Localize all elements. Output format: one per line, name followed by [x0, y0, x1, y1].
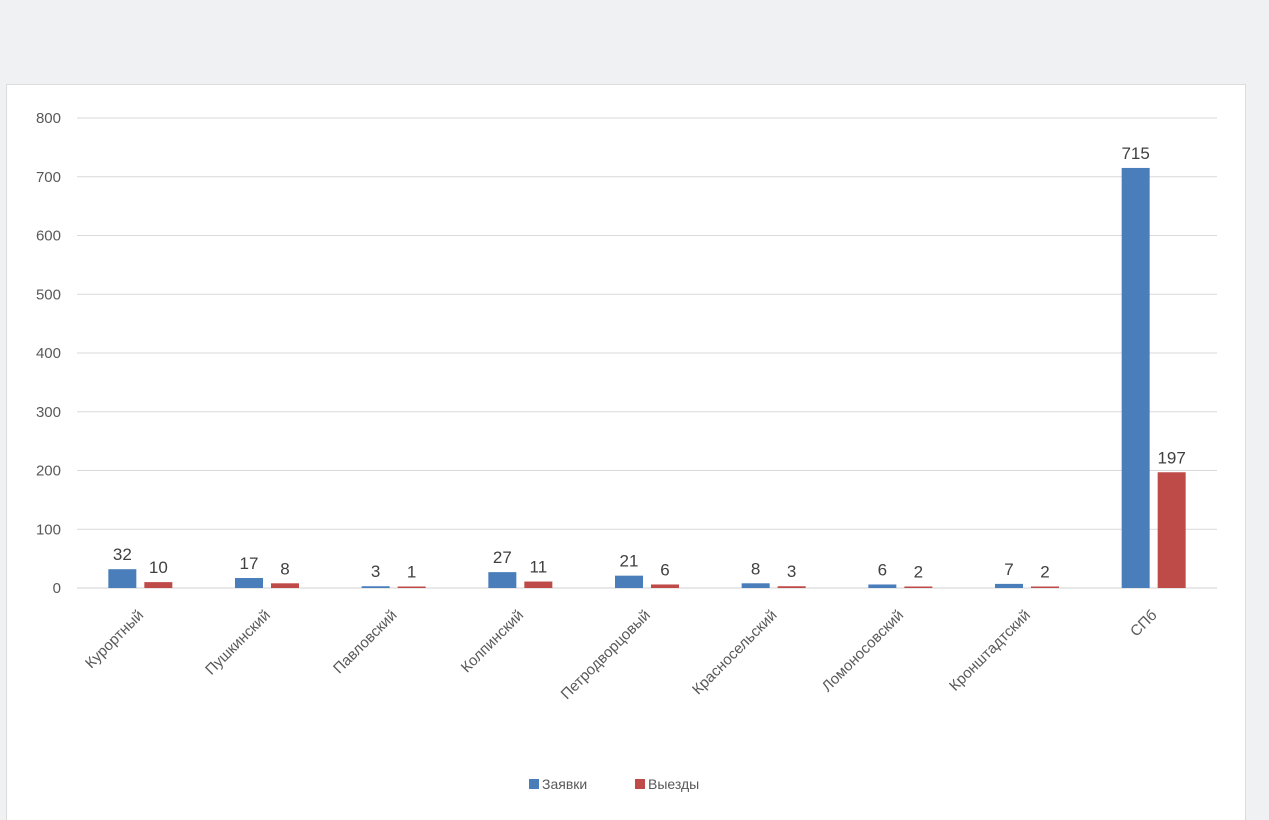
- y-tick-label: 100: [36, 521, 61, 538]
- y-tick-label: 400: [36, 345, 61, 362]
- legend-swatch: [529, 779, 539, 789]
- chart-panel: 0 100 200 300 400 500 600 700 800 32 10 17 8 3 1 27 11 2…: [6, 84, 1246, 820]
- data-label: 6: [878, 560, 887, 579]
- data-label: 2: [1040, 563, 1049, 582]
- legend: Заявки Выезды: [529, 776, 699, 792]
- y-tick-label: 500: [36, 286, 61, 303]
- x-tick-label: Кронштадтский: [946, 607, 1034, 695]
- data-label: 3: [787, 562, 796, 581]
- data-label: 17: [240, 554, 259, 573]
- bar-vyezdy: [271, 583, 299, 588]
- legend-swatch: [635, 779, 645, 789]
- data-label: 715: [1121, 144, 1149, 163]
- data-label: 11: [530, 558, 548, 577]
- data-label: 10: [149, 558, 168, 577]
- y-tick-label: 200: [36, 463, 61, 480]
- legend-label: Заявки: [542, 776, 587, 792]
- bar-vyezdy: [777, 586, 806, 588]
- x-tick-label: Пушкинский: [202, 607, 274, 679]
- data-label: 2: [914, 563, 923, 582]
- bar-vyezdy: [904, 586, 933, 588]
- legend-label: Выезды: [648, 776, 699, 792]
- bar-zayavki: [488, 572, 517, 588]
- data-label: 6: [660, 560, 669, 579]
- x-tick-label: Ломоносовский: [819, 607, 907, 695]
- data-label: 7: [1004, 560, 1013, 579]
- bar-zayavki: [868, 584, 897, 588]
- bar-zayavki: [615, 575, 643, 588]
- x-axis-labels: Курортный Пушкинский Павловский Колпинский П…: [82, 607, 1160, 703]
- x-tick-label: Павловский: [330, 607, 400, 677]
- bar-zayavki: [108, 569, 137, 588]
- x-tick-label: Красносельский: [689, 607, 780, 698]
- y-tick-label: 800: [36, 110, 61, 127]
- bar-zayavki: [361, 586, 390, 588]
- data-label: 3: [371, 562, 380, 581]
- gridlines: [77, 117, 1217, 589]
- bar-vyezdy: [144, 582, 173, 588]
- bar-vyezdy: [1157, 472, 1186, 588]
- data-label: 32: [113, 545, 132, 564]
- bar-vyezdy: [651, 584, 679, 588]
- bar-zayavki: [995, 583, 1023, 588]
- data-label: 197: [1157, 448, 1185, 467]
- bar-zayavki: [741, 583, 770, 588]
- data-label: 27: [493, 548, 512, 567]
- x-tick-label: СПб: [1127, 607, 1160, 640]
- y-tick-label: 600: [36, 228, 61, 245]
- data-label: 8: [280, 559, 289, 578]
- bars: [108, 167, 1186, 588]
- bar-zayavki: [1121, 167, 1150, 588]
- bar-vyezdy: [1031, 586, 1059, 588]
- x-tick-label: Петродворцовый: [558, 607, 654, 703]
- top-band: [0, 0, 1269, 84]
- y-tick-label: 700: [36, 169, 61, 186]
- y-tick-label: 0: [53, 580, 61, 597]
- x-tick-label: Колпинский: [458, 607, 527, 676]
- bar-vyezdy: [397, 586, 426, 588]
- y-tick-label: 300: [36, 404, 61, 421]
- y-axis-ticks: 0 100 200 300 400 500 600 700 800: [36, 110, 61, 597]
- bar-vyezdy: [524, 581, 553, 588]
- data-label: 8: [751, 559, 760, 578]
- data-label: 1: [407, 563, 416, 582]
- bar-zayavki: [235, 578, 263, 588]
- x-tick-label: Курортный: [82, 607, 147, 672]
- data-label: 21: [620, 552, 639, 571]
